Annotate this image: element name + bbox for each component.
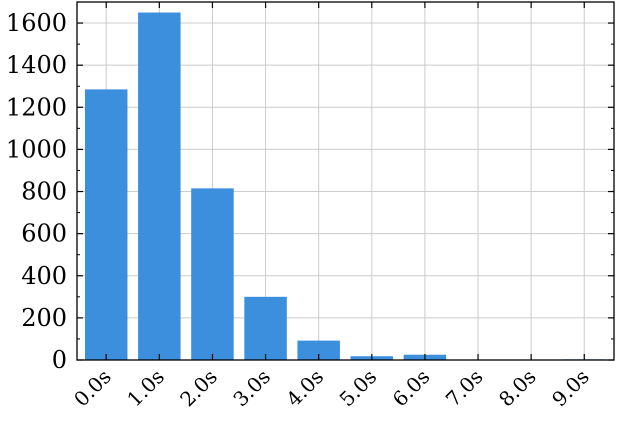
bars-layer — [84, 12, 606, 361]
axes-layer — [76, 1, 615, 361]
x-tick-label: 4.0s — [281, 365, 328, 412]
y-tick-label: 0 — [52, 346, 67, 374]
x-tick-label: 0.0s — [69, 365, 116, 412]
x-tick-label: 1.0s — [122, 365, 169, 412]
y-tick-label: 1400 — [6, 51, 67, 79]
y-tick-label: 200 — [21, 304, 67, 332]
bar — [244, 296, 287, 360]
y-tick-label: 1600 — [6, 9, 67, 37]
x-tick-label: 3.0s — [228, 365, 275, 412]
x-tick-label: 8.0s — [494, 365, 541, 412]
y-tick-label: 800 — [21, 178, 67, 206]
bar — [138, 12, 181, 360]
x-tick-label: 5.0s — [335, 365, 382, 412]
x-tick-label: 9.0s — [547, 365, 594, 412]
y-tick-label: 400 — [21, 262, 67, 290]
x-tick-label: 2.0s — [175, 365, 222, 412]
x-tick-label: 6.0s — [388, 365, 435, 412]
x-tick-label: 7.0s — [441, 365, 488, 412]
y-tick-label: 1200 — [6, 93, 67, 121]
plot-frame — [76, 1, 615, 361]
bar — [84, 89, 128, 361]
y-tick-label: 1000 — [6, 135, 67, 163]
y-tick-label: 600 — [21, 220, 67, 248]
ticks-layer — [77, 1, 614, 361]
bar — [297, 340, 340, 360]
bar — [191, 188, 234, 360]
